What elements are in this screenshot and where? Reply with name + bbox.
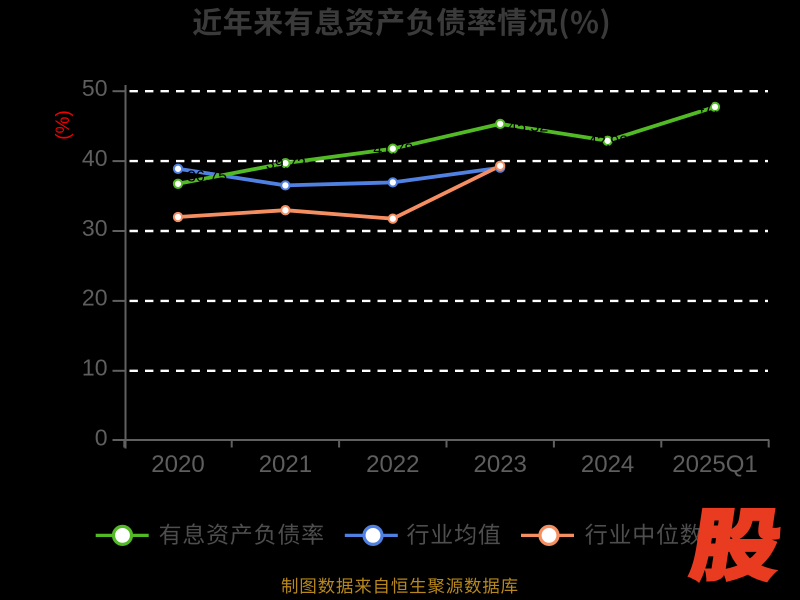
- svg-text:2020: 2020: [151, 451, 204, 478]
- svg-text:36.75: 36.75: [187, 168, 227, 185]
- svg-text:30: 30: [82, 215, 108, 241]
- svg-text:2021: 2021: [259, 451, 312, 478]
- svg-text:45.32: 45.32: [508, 119, 548, 136]
- svg-text:2024: 2024: [581, 451, 634, 478]
- svg-text:20: 20: [82, 285, 108, 311]
- svg-text:41.78: 41.78: [373, 142, 413, 159]
- svg-text:47.75: 47.75: [695, 100, 735, 117]
- svg-text:(%): (%): [53, 110, 74, 140]
- svg-text:50: 50: [82, 75, 108, 101]
- svg-text:2022: 2022: [366, 451, 419, 478]
- svg-text:10: 10: [82, 355, 108, 381]
- svg-text:0: 0: [95, 425, 108, 451]
- svg-text:2023: 2023: [474, 451, 527, 478]
- svg-text:42.98: 42.98: [588, 134, 628, 151]
- svg-text:40: 40: [82, 145, 108, 171]
- svg-text:39.72: 39.72: [266, 156, 306, 173]
- svg-text:2025Q1: 2025Q1: [672, 451, 757, 478]
